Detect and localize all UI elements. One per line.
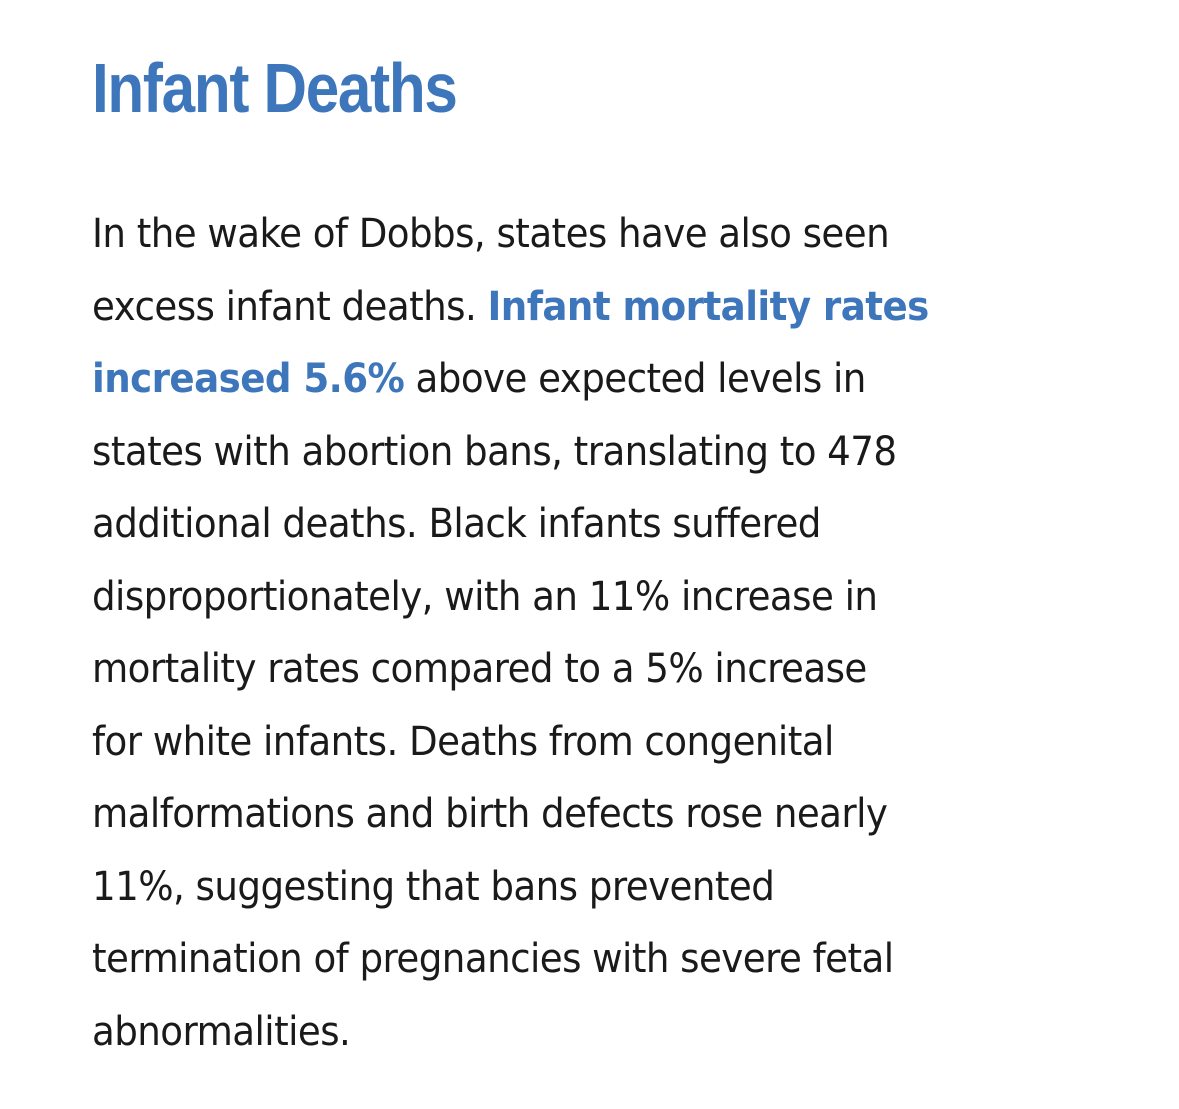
- paragraph-line-6: disproportionately, with an 11% increase…: [92, 573, 878, 620]
- paragraph-line-7: mortality rates compared to a 5% increas…: [92, 646, 867, 692]
- highlighted-statistic: increased 5.6%: [92, 356, 405, 402]
- paragraph-line-12: abnormalities.: [92, 1008, 351, 1055]
- paragraph-line-4: states with abortion bans, translating t…: [92, 428, 897, 475]
- paragraph-line-10: 11%, suggesting that bans prevented: [92, 863, 775, 910]
- paragraph-line-11: termination of pregnancies with severe f…: [92, 936, 894, 982]
- highlighted-statistic: Infant mortality rates: [487, 283, 930, 330]
- body-paragraph: In the wake of Dobbs, states have also s…: [92, 198, 1092, 1068]
- paragraph-line-9: malformations and birth defects rose nea…: [92, 791, 888, 837]
- paragraph-line-2: excess infant deaths. Infant mortality r…: [92, 283, 930, 330]
- section-heading: Infant Deaths: [92, 49, 458, 127]
- paragraph-line-8: for white infants. Deaths from congenita…: [92, 718, 834, 765]
- article: Infant Deaths In the wake of Dobbs, stat…: [92, 40, 1092, 1068]
- paragraph-line-3: increased 5.6% above expected levels in: [92, 356, 866, 402]
- paragraph-line-5: additional deaths. Black infants suffere…: [92, 501, 821, 547]
- paragraph-line-1: In the wake of Dobbs, states have also s…: [92, 211, 890, 257]
